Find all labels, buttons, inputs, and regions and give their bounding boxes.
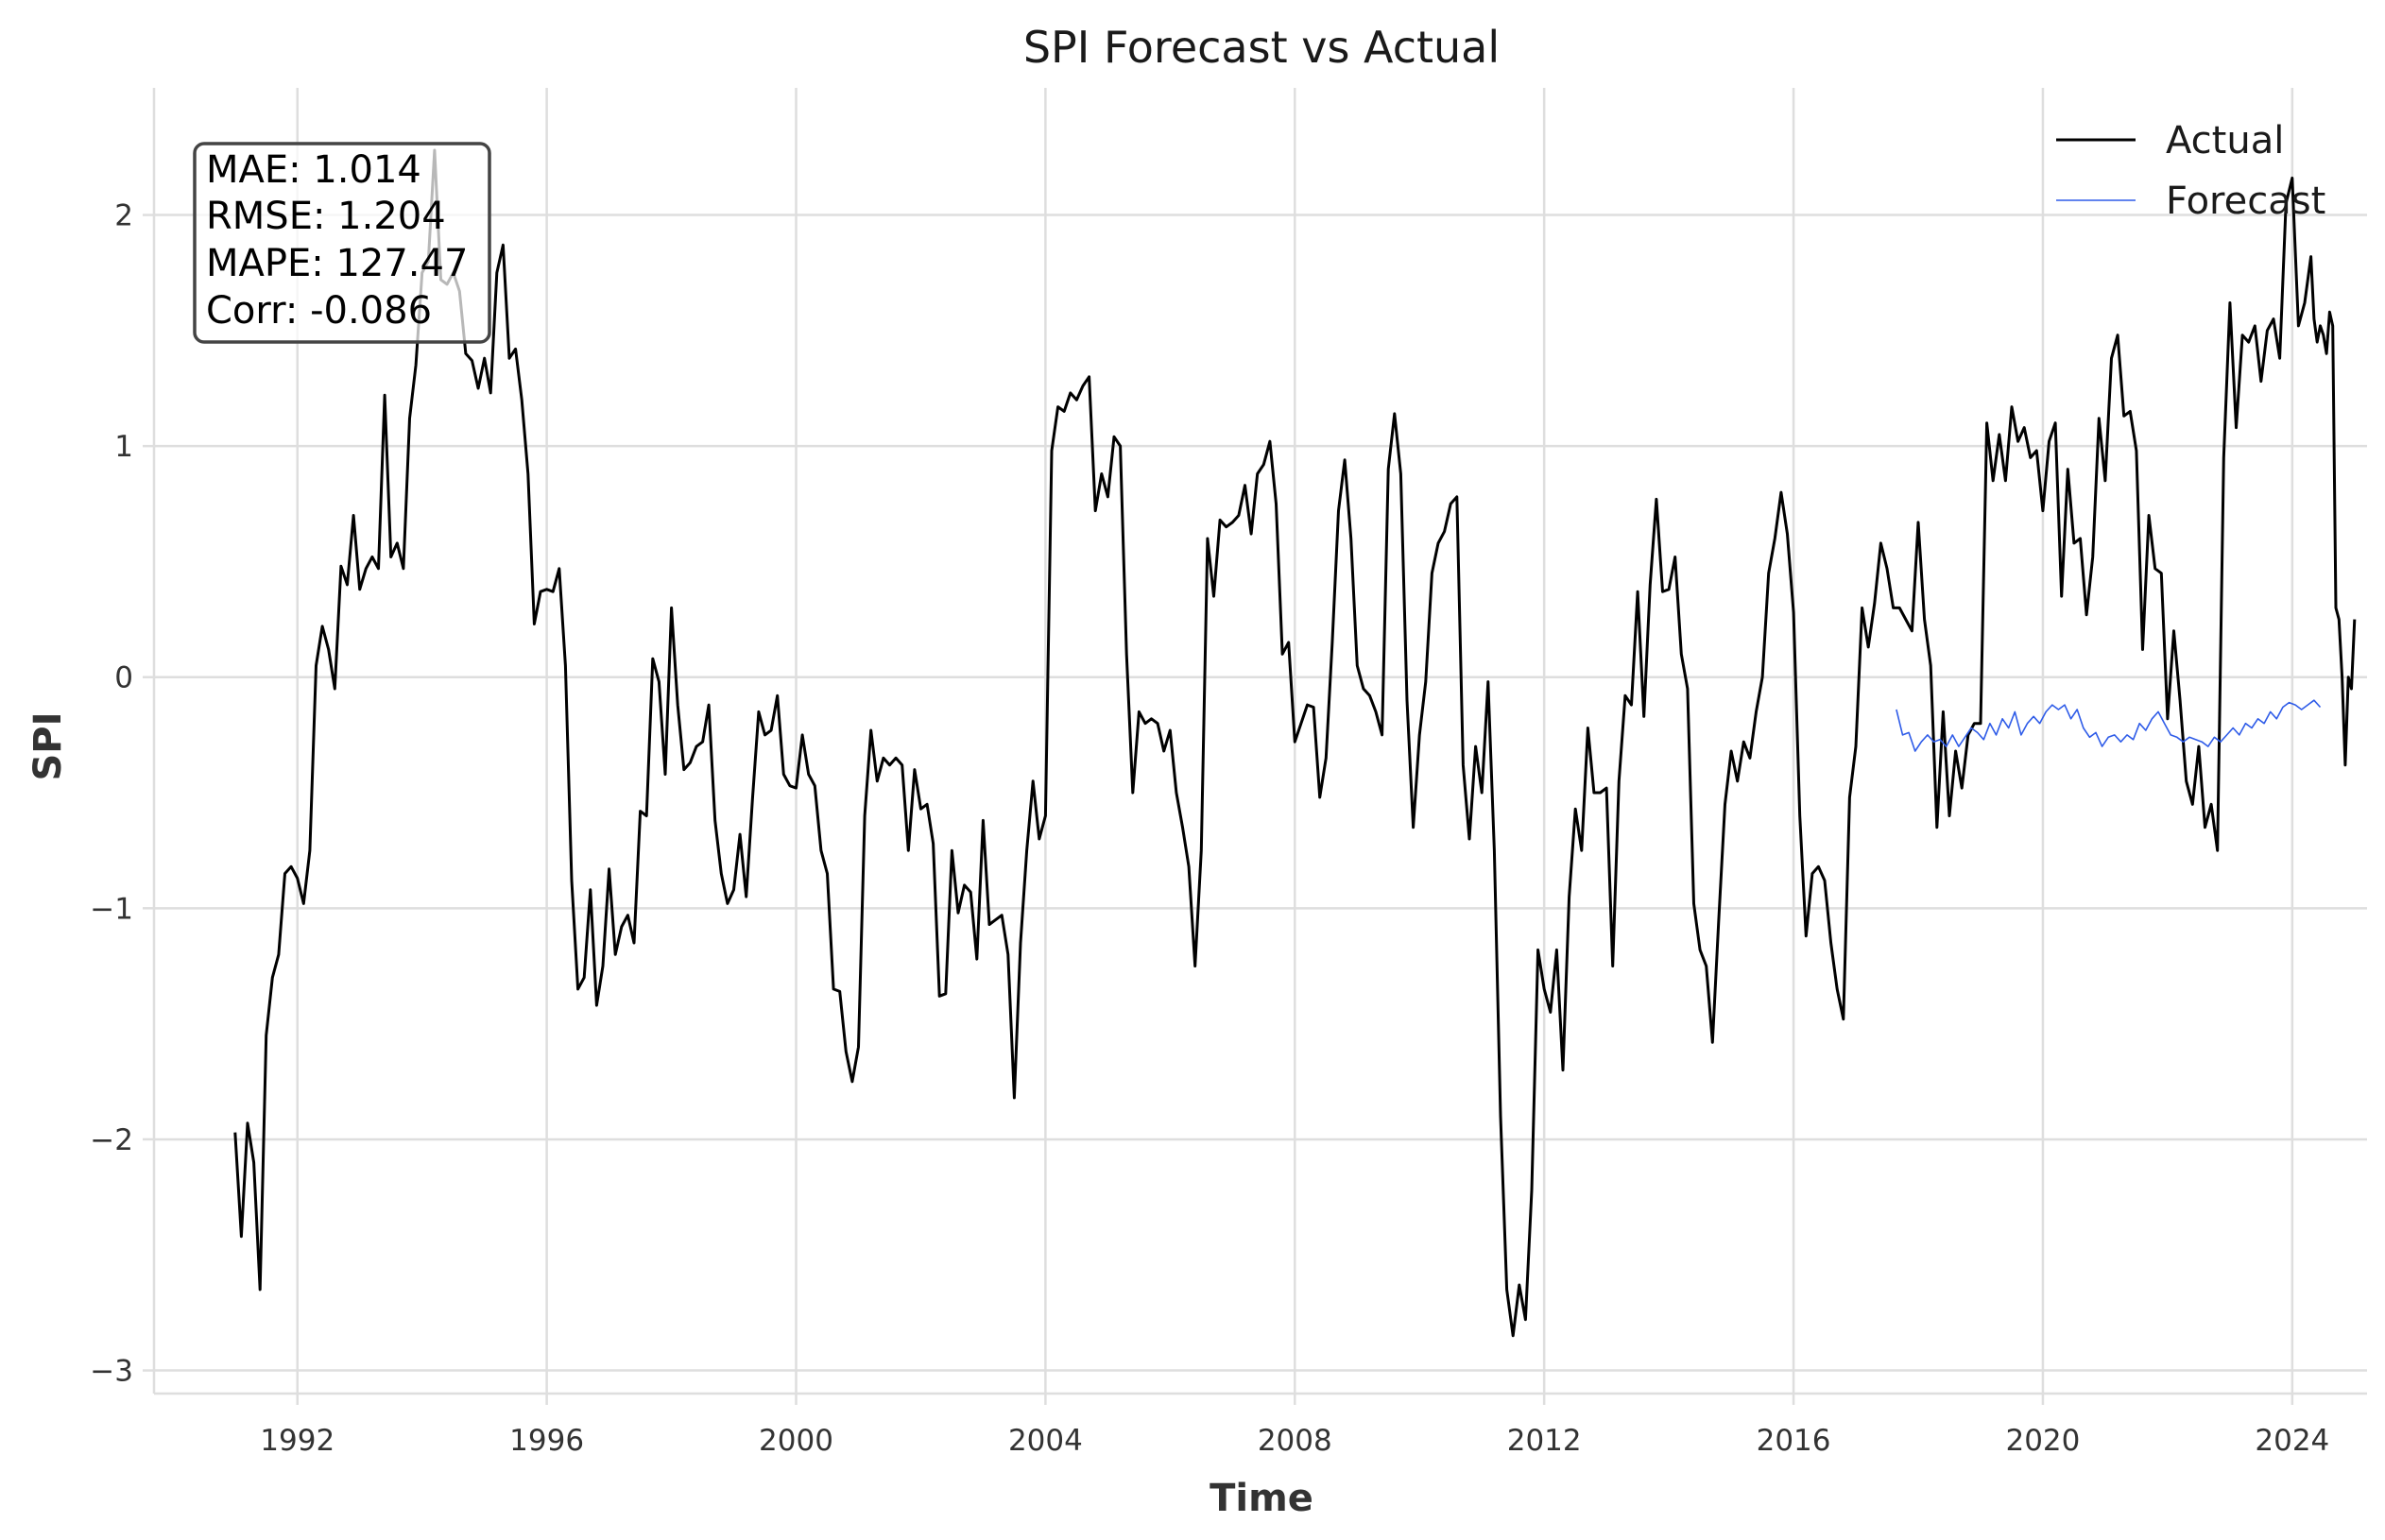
metric-corr: Corr: -0.086	[206, 289, 432, 333]
metrics-box: MAE: 1.014 RMSE: 1.204 MAPE: 127.47 Corr…	[193, 142, 491, 344]
x-tick-label: 2008	[1258, 1424, 1332, 1458]
x-tick-label: 1996	[509, 1424, 584, 1458]
x-axis-label: Time	[1210, 1477, 1313, 1520]
series-actual-line	[233, 148, 2357, 1338]
x-tick-label: 2020	[2005, 1424, 2080, 1458]
legend-label-actual: Actual	[2166, 119, 2284, 163]
horizontal-gridlines	[154, 214, 2367, 1372]
y-tick-label: 0	[114, 661, 133, 695]
x-tick-labels: 1992 1996 2000 2004 2008 2012 2016 2020 2024	[260, 1394, 2329, 1458]
metric-mae: MAE: 1.014	[206, 148, 421, 192]
y-tick-label: 2	[114, 199, 133, 233]
x-tick-label: 2016	[1757, 1424, 1831, 1458]
y-tick-label: 1	[114, 430, 133, 464]
metrics-box-frame	[193, 142, 491, 344]
y-tick-labels: −3 −2 −1 0 1 2	[90, 199, 154, 1389]
legend: Actual Forecast	[2056, 119, 2325, 223]
x-tick-label: 1992	[260, 1424, 335, 1458]
metric-rmse: RMSE: 1.204	[206, 195, 446, 238]
x-tick-label: 2000	[759, 1424, 833, 1458]
metric-mape: MAPE: 127.47	[206, 242, 468, 285]
chart-title: SPI Forecast vs Actual	[1023, 22, 1500, 73]
legend-label-forecast: Forecast	[2166, 180, 2325, 223]
x-tick-label: 2004	[1008, 1424, 1083, 1458]
x-tick-label: 2012	[1507, 1424, 1582, 1458]
series-forecast-line	[1896, 699, 2322, 752]
y-axis-label: SPI	[26, 711, 70, 780]
x-tick-label: 2024	[2255, 1424, 2329, 1458]
y-tick-label: −3	[90, 1355, 133, 1389]
y-tick-label: −1	[90, 892, 133, 926]
y-tick-label: −2	[90, 1123, 133, 1157]
